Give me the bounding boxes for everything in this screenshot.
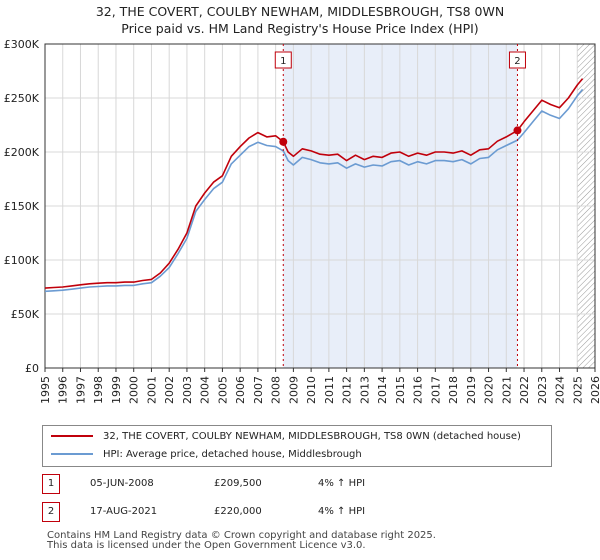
transaction-badge: 2: [42, 502, 60, 522]
x-tick-label: 2024: [554, 376, 567, 404]
hpi-line: [44, 88, 584, 293]
chart-subtitle: Price paid vs. HM Land Registry's House …: [121, 21, 479, 36]
sale-marker-label: 1: [280, 56, 286, 67]
x-tick-label: 1995: [39, 376, 52, 404]
sale-marker-label: 2: [514, 56, 520, 67]
transaction-price: £209,500: [214, 478, 262, 489]
legend: 32, THE COVERT, COULBY NEWHAM, MIDDLESBR…: [42, 425, 552, 467]
legend-item-property: 32, THE COVERT, COULBY NEWHAM, MIDDLESBR…: [51, 429, 521, 445]
y-tick-label: £300K: [4, 38, 40, 51]
x-tick-label: 2026: [589, 376, 600, 404]
x-tick-label: 2008: [270, 376, 283, 404]
footer: Contains HM Land Registry data © Crown c…: [47, 531, 436, 551]
footer-licence: This data is licensed under the Open Gov…: [47, 540, 366, 551]
transaction-date: 17-AUG-2021: [90, 506, 158, 517]
x-tick-label: 1997: [74, 376, 87, 404]
y-tick-label: £0: [25, 362, 39, 375]
transaction-date: 05-JUN-2008: [90, 478, 154, 489]
y-tick-label: £100K: [4, 254, 40, 267]
legend-item-hpi: HPI: Average price, detached house, Midd…: [51, 447, 362, 463]
y-tick-label: £150K: [4, 200, 40, 213]
x-tick-label: 2001: [145, 376, 158, 404]
x-tick-label: 2010: [305, 376, 318, 404]
x-tick-label: 2003: [181, 376, 194, 404]
x-tick-label: 2014: [376, 376, 389, 404]
x-tick-label: 2025: [571, 376, 584, 404]
footer-copyright: Contains HM Land Registry data © Crown c…: [47, 530, 436, 541]
transaction-hpi-change: 4% ↑ HPI: [318, 478, 366, 489]
y-tick-label: £200K: [4, 146, 40, 159]
plot-frame: [44, 43, 596, 369]
x-tick-label: 2013: [358, 376, 371, 404]
sale-marker-badge: [508, 51, 526, 69]
sale-point: [279, 137, 288, 146]
sale-point: [513, 126, 522, 135]
x-tick-label: 2000: [128, 376, 141, 404]
x-tick-label: 2020: [483, 376, 496, 404]
x-tick-label: 2007: [252, 376, 265, 404]
hpi-line-swatch: [51, 453, 93, 455]
x-tick-label: 2018: [447, 376, 460, 404]
transaction-badge: 1: [42, 474, 60, 494]
x-tick-label: 2011: [323, 376, 336, 404]
x-tick-label: 1998: [92, 376, 105, 404]
property-price-line: [44, 78, 584, 289]
x-tick-label: 2004: [199, 376, 212, 404]
y-tick-label: £50K: [11, 308, 40, 321]
transaction-hpi-change: 4% ↑ HPI: [318, 506, 366, 517]
legend-property-label: 32, THE COVERT, COULBY NEWHAM, MIDDLESBR…: [103, 431, 521, 442]
x-tick-label: 1996: [57, 376, 70, 404]
x-tick-label: 2012: [341, 376, 354, 404]
transaction-price: £220,000: [214, 506, 262, 517]
x-tick-label: 2002: [163, 376, 176, 404]
x-tick-label: 2017: [429, 376, 442, 404]
x-tick-label: 2019: [465, 376, 478, 404]
sale-marker-badge: [274, 51, 292, 69]
chart-title-address: 32, THE COVERT, COULBY NEWHAM, MIDDLESBR…: [95, 4, 505, 19]
x-tick-label: 2009: [287, 376, 300, 404]
legend-hpi-label: HPI: Average price, detached house, Midd…: [103, 449, 362, 460]
x-tick-label: 2022: [518, 376, 531, 404]
x-tick-label: 2023: [536, 376, 549, 404]
x-tick-label: 1999: [110, 376, 123, 404]
y-tick-label: £250K: [4, 92, 40, 105]
x-tick-label: 2021: [500, 376, 513, 404]
price-chart: £0 £50K £100K £150K £200K £250K £300K 1995 1996 1…: [4, 38, 600, 404]
x-tick-label: 2016: [412, 376, 425, 404]
x-tick-label: 2005: [216, 376, 229, 404]
x-tick-label: 2006: [234, 376, 247, 404]
x-tick-label: 2015: [394, 376, 407, 404]
property-line-swatch: [51, 435, 93, 437]
